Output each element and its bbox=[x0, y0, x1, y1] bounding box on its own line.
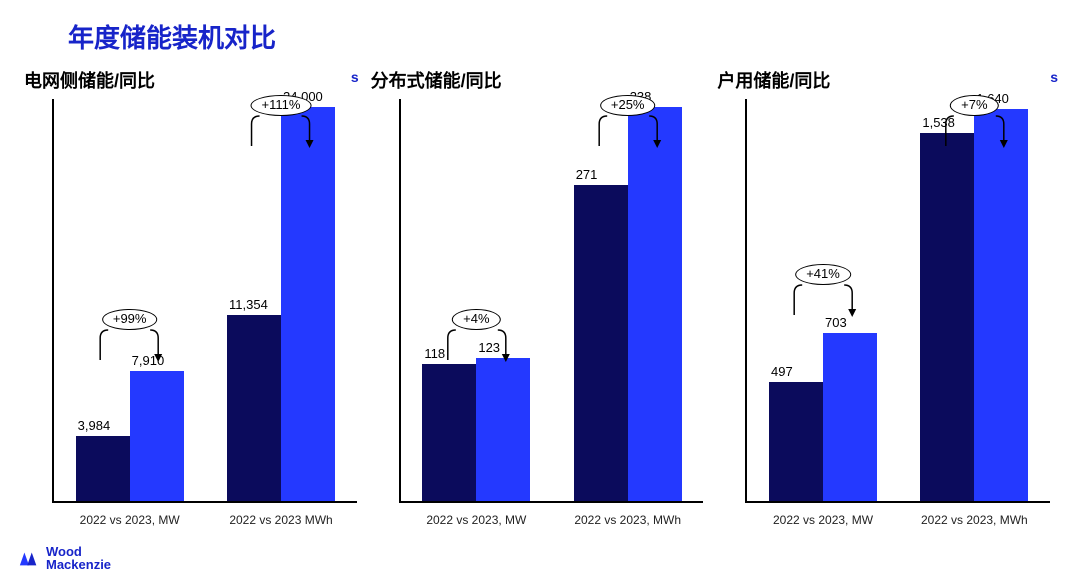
bar: 497 bbox=[769, 382, 823, 501]
bar-group: 497703+41% bbox=[747, 99, 898, 501]
bar: 7,910 bbox=[130, 371, 184, 501]
bar-group: 1,5381,640+7% bbox=[899, 99, 1050, 501]
cropped-text-fragment: s bbox=[351, 69, 359, 85]
x-axis bbox=[52, 501, 357, 503]
bar: 1,538 bbox=[920, 133, 974, 501]
bars-area: 118123+4%271338+25% bbox=[401, 99, 704, 501]
group-label: 2022 vs 2023 MWh bbox=[205, 513, 356, 527]
bars-area: 497703+41%1,5381,640+7% bbox=[747, 99, 1050, 501]
bar-value-label: 123 bbox=[478, 340, 500, 355]
bar: 703 bbox=[823, 333, 877, 501]
bar-group: 118123+4% bbox=[401, 99, 552, 501]
bar-value-label: 24,000 bbox=[283, 89, 323, 104]
bar-value-label: 703 bbox=[825, 315, 847, 330]
plot-area: 3,9847,910+99%11,35424,000+111%2022 vs 2… bbox=[24, 99, 363, 529]
bars-area: 3,9847,910+99%11,35424,000+111% bbox=[54, 99, 357, 501]
callout-connector-icon bbox=[72, 330, 188, 370]
group-label: 2022 vs 2023, MW bbox=[401, 513, 552, 527]
plot-area: 118123+4%271338+25%2022 vs 2023, MW2022 … bbox=[371, 99, 710, 529]
panels-row: 电网侧储能/同比s3,9847,910+99%11,35424,000+111%… bbox=[24, 67, 1056, 529]
group-label: 2022 vs 2023, MW bbox=[747, 513, 898, 527]
growth-callout: +4% bbox=[452, 309, 500, 330]
panel-title: 户用储能/同比 bbox=[717, 67, 1056, 93]
growth-callout-label: +99% bbox=[102, 309, 158, 330]
plot-area: 497703+41%1,5381,640+7%2022 vs 2023, MW2… bbox=[717, 99, 1056, 529]
group-labels: 2022 vs 2023, MW2022 vs 2023, MWh bbox=[747, 513, 1050, 527]
bar: 24,000 bbox=[281, 107, 335, 501]
bar: 3,984 bbox=[76, 436, 130, 501]
bar-value-label: 118 bbox=[424, 346, 445, 361]
bar: 338 bbox=[628, 107, 682, 501]
growth-callout: +41% bbox=[795, 264, 851, 285]
brand: Wood Mackenzie bbox=[18, 545, 111, 572]
brand-text: Wood Mackenzie bbox=[46, 545, 111, 572]
growth-callout-label: +41% bbox=[795, 264, 851, 285]
bar: 123 bbox=[476, 358, 530, 501]
callout-connector-icon bbox=[765, 285, 881, 325]
bar-value-label: 11,354 bbox=[229, 297, 268, 312]
bar-value-label: 1,538 bbox=[922, 115, 955, 130]
x-axis bbox=[399, 501, 704, 503]
group-labels: 2022 vs 2023, MW2022 vs 2023 MWh bbox=[54, 513, 357, 527]
brand-line1: Wood bbox=[46, 545, 111, 559]
growth-callout: +99% bbox=[102, 309, 158, 330]
bar-group: 3,9847,910+99% bbox=[54, 99, 205, 501]
panel-title: 分布式储能/同比 bbox=[371, 67, 710, 93]
group-label: 2022 vs 2023, MWh bbox=[899, 513, 1050, 527]
bar-group: 11,35424,000+111% bbox=[205, 99, 356, 501]
x-axis bbox=[745, 501, 1050, 503]
panel-residential: 户用储能/同比s497703+41%1,5381,640+7%2022 vs 2… bbox=[717, 67, 1056, 529]
bar-value-label: 497 bbox=[771, 364, 793, 379]
group-label: 2022 vs 2023, MWh bbox=[552, 513, 703, 527]
panel-grid: 电网侧储能/同比s3,9847,910+99%11,35424,000+111%… bbox=[24, 67, 363, 529]
cropped-text-fragment: s bbox=[1050, 69, 1058, 85]
bar: 118 bbox=[422, 364, 476, 501]
page-title: 年度储能装机对比 bbox=[68, 18, 1056, 55]
panel-distributed: 分布式储能/同比118123+4%271338+25%2022 vs 2023,… bbox=[371, 67, 710, 529]
brand-line2: Mackenzie bbox=[46, 558, 111, 572]
bar-value-label: 3,984 bbox=[78, 418, 111, 433]
page-root: 年度储能装机对比 电网侧储能/同比s3,9847,910+99%11,35424… bbox=[0, 0, 1080, 582]
brand-logo-icon bbox=[18, 547, 40, 569]
bar-value-label: 1,640 bbox=[976, 91, 1009, 106]
bar: 271 bbox=[574, 185, 628, 501]
group-labels: 2022 vs 2023, MW2022 vs 2023, MWh bbox=[401, 513, 704, 527]
group-label: 2022 vs 2023, MW bbox=[54, 513, 205, 527]
bar-group: 271338+25% bbox=[552, 99, 703, 501]
bar-value-label: 271 bbox=[576, 167, 598, 182]
bar: 1,640 bbox=[974, 109, 1028, 501]
bar-value-label: 338 bbox=[630, 89, 652, 104]
growth-callout-label: +4% bbox=[452, 309, 500, 330]
bar-value-label: 7,910 bbox=[132, 353, 165, 368]
bar: 11,354 bbox=[227, 315, 281, 501]
